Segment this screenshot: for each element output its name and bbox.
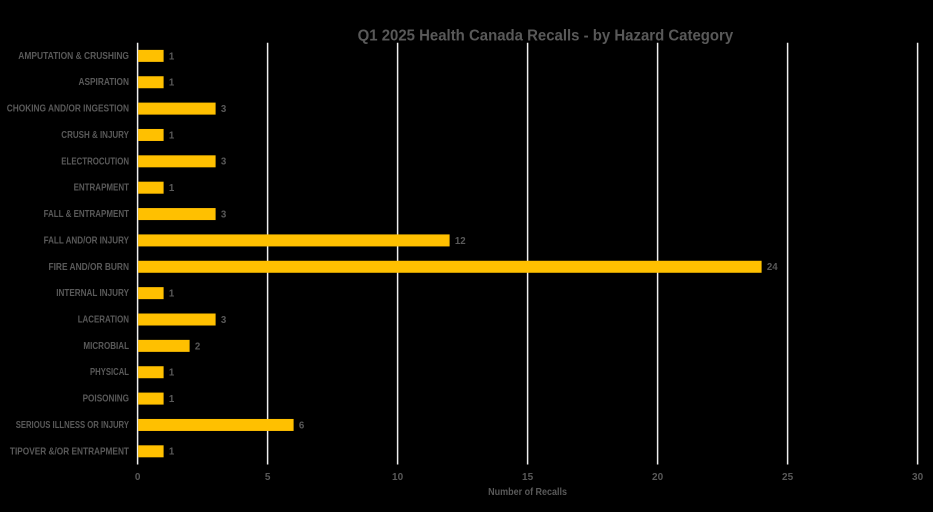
svg-text:POISONING: POISONING <box>83 394 129 405</box>
svg-text:3: 3 <box>221 209 227 220</box>
svg-text:5: 5 <box>265 472 271 483</box>
svg-text:30: 30 <box>912 472 924 483</box>
svg-text:15: 15 <box>522 472 534 483</box>
svg-text:SERIOUS ILLNESS OR INJURY: SERIOUS ILLNESS OR INJURY <box>16 420 130 431</box>
svg-text:12: 12 <box>455 236 466 247</box>
svg-text:Q1 2025 Health Canada Recalls: Q1 2025 Health Canada Recalls - by Hazar… <box>358 28 734 45</box>
svg-text:LACERATION: LACERATION <box>78 315 129 326</box>
svg-text:1: 1 <box>169 289 175 300</box>
svg-text:FIRE AND/OR BURN: FIRE AND/OR BURN <box>49 262 130 273</box>
svg-text:MICROBIAL: MICROBIAL <box>83 341 129 352</box>
svg-text:1: 1 <box>169 78 175 89</box>
svg-text:0: 0 <box>135 472 141 483</box>
svg-text:1: 1 <box>169 51 175 62</box>
svg-text:1: 1 <box>169 368 175 379</box>
svg-text:24: 24 <box>767 262 778 273</box>
svg-text:FALL AND/OR INJURY: FALL AND/OR INJURY <box>44 235 130 246</box>
svg-text:10: 10 <box>392 472 404 483</box>
svg-text:ASPIRATION: ASPIRATION <box>79 77 130 88</box>
svg-text:AMPUTATION & CRUSHING: AMPUTATION & CRUSHING <box>18 51 129 62</box>
svg-text:ENTRAPMENT: ENTRAPMENT <box>74 183 129 194</box>
svg-text:PHYSICAL: PHYSICAL <box>90 367 129 378</box>
svg-text:CHOKING AND/OR INGESTION: CHOKING AND/OR INGESTION <box>7 104 129 115</box>
svg-text:1: 1 <box>169 130 175 141</box>
svg-text:3: 3 <box>221 315 227 326</box>
svg-text:1: 1 <box>169 447 175 458</box>
svg-text:INTERNAL INJURY: INTERNAL INJURY <box>56 288 129 299</box>
svg-text:3: 3 <box>221 157 227 168</box>
svg-text:2: 2 <box>195 341 200 352</box>
svg-text:ELECTROCUTION: ELECTROCUTION <box>61 156 129 167</box>
svg-text:6: 6 <box>299 420 305 431</box>
svg-text:3: 3 <box>221 104 227 115</box>
svg-text:1: 1 <box>169 394 175 405</box>
svg-text:TIPOVER &/OR ENTRAPMENT: TIPOVER &/OR ENTRAPMENT <box>10 446 129 457</box>
svg-text:Number of Recalls: Number of Recalls <box>488 487 567 498</box>
svg-text:CRUSH & INJURY: CRUSH & INJURY <box>61 130 129 141</box>
svg-text:20: 20 <box>652 472 664 483</box>
svg-text:25: 25 <box>782 472 794 483</box>
svg-text:1: 1 <box>169 183 175 194</box>
svg-text:FALL & ENTRAPMENT: FALL & ENTRAPMENT <box>44 209 129 220</box>
